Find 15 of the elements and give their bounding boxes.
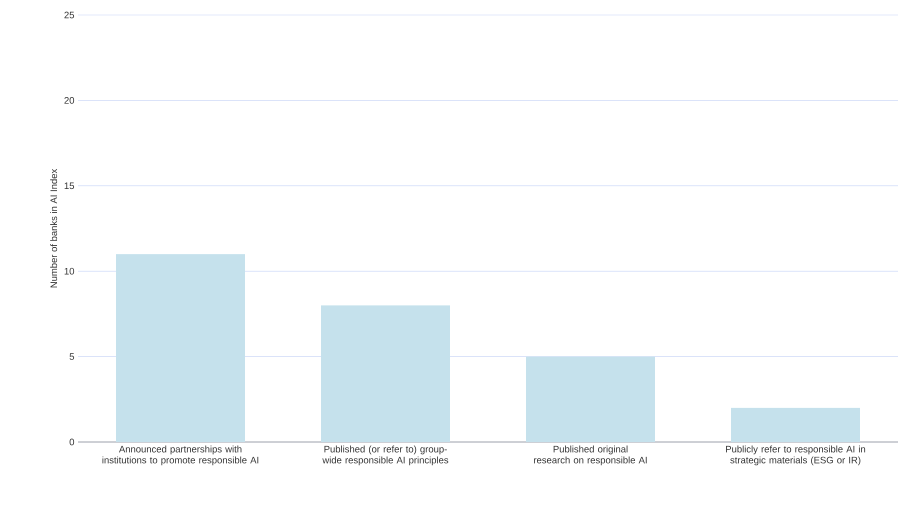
- y-tick-label: 15: [64, 182, 74, 190]
- bar: [116, 254, 245, 442]
- y-tick-label: 5: [70, 353, 74, 360]
- bar: [526, 356, 656, 442]
- y-axis-title: Number of banks in AI Index: [50, 168, 58, 288]
- y-tick-label: 25: [64, 12, 74, 18]
- x-tick-label: Announced partnerships with institutions to promote responsible AI: [102, 446, 258, 466]
- x-tick-label: Published original research on responsible AI: [534, 446, 647, 466]
- x-tick-label: Published (or refer to) group-wide responsible AI principles: [322, 446, 448, 466]
- y-tick-label: 0: [70, 438, 74, 446]
- x-tick-label: Publicly refer to responsible AI in strategic materials (ESG or IR): [726, 446, 866, 466]
- bar: [731, 408, 860, 442]
- bar: [321, 305, 450, 442]
- y-tick-label: 10: [64, 268, 74, 275]
- y-tick-label: 20: [64, 97, 74, 104]
